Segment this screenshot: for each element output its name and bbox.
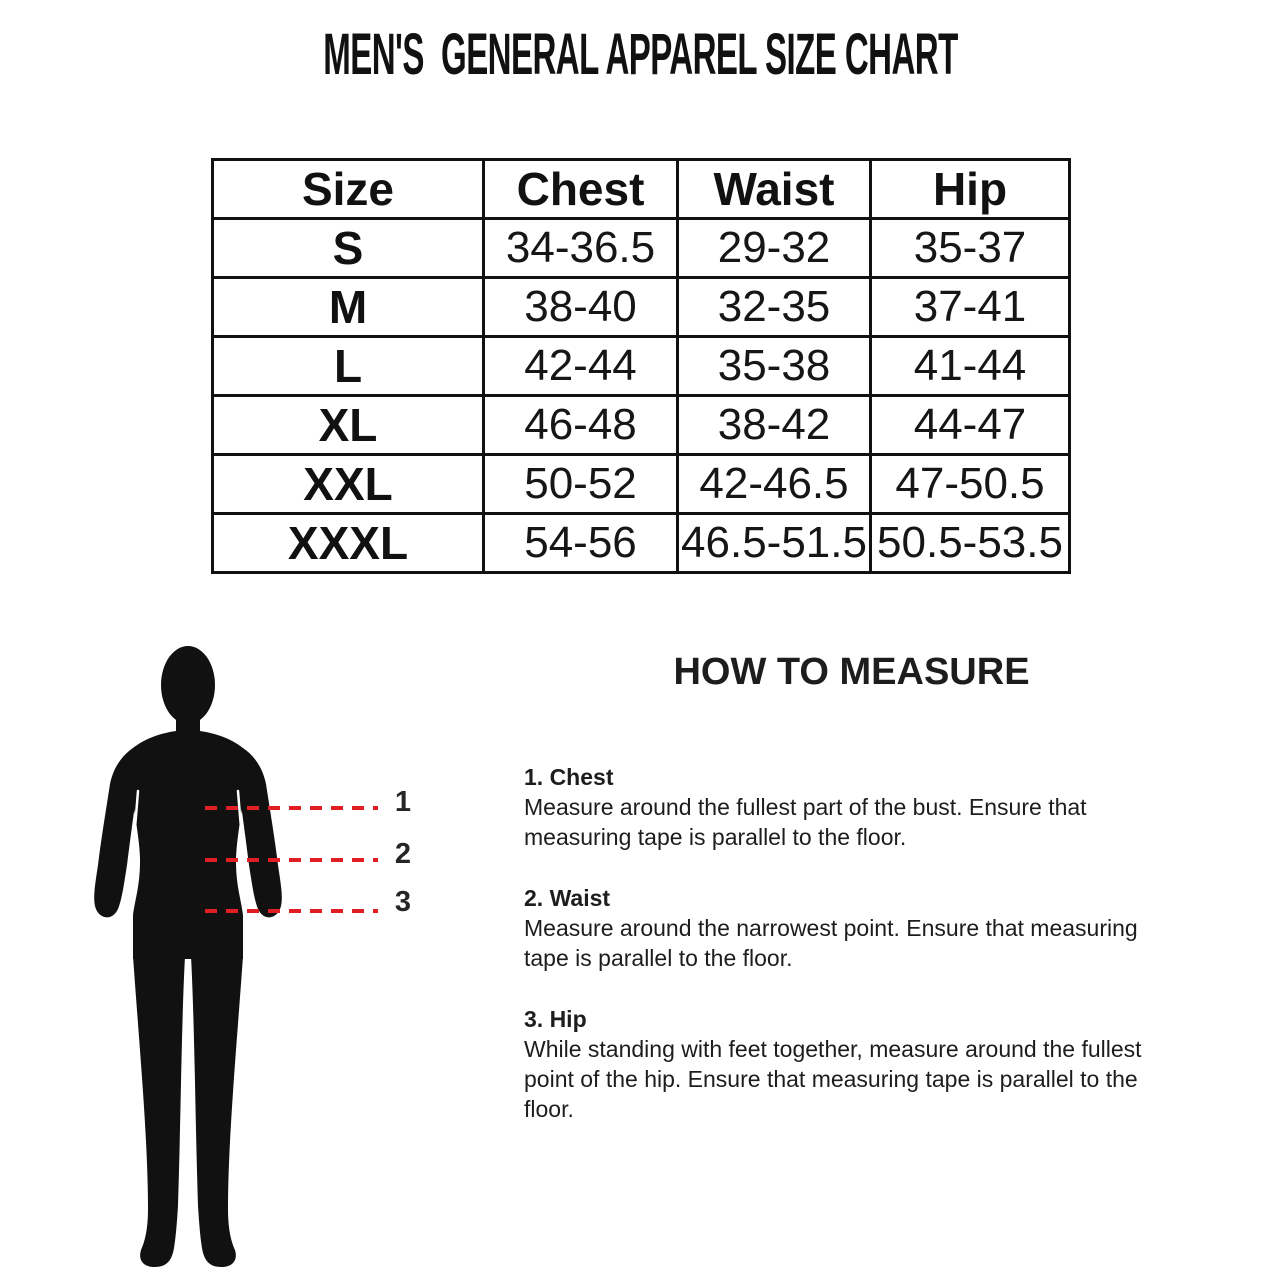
table-row: S 34-36.5 29-32 35-37 <box>211 217 1071 279</box>
hip-value: 37-41 <box>869 276 1071 338</box>
measure-section-text: Measure around the fullest part of the b… <box>524 794 1087 850</box>
male-silhouette-icon <box>94 646 282 1267</box>
body-silhouette-figure <box>85 643 291 1273</box>
marker-2: 2 <box>394 838 412 870</box>
column-header-hip: Hip <box>869 158 1071 220</box>
size-label: M <box>211 276 485 338</box>
chest-measure-line <box>205 806 378 810</box>
page-title: MEN'S GENERAL APPAREL SIZE CHART <box>322 22 958 87</box>
size-chart-table: Size Chest Waist Hip S 34-36.5 29-32 35-… <box>211 158 1071 574</box>
how-to-measure-section: HOW TO MEASURE 1. Chest Measure around t… <box>524 652 1179 1155</box>
hip-value: 41-44 <box>869 335 1071 397</box>
waist-measure-line <box>205 858 378 862</box>
size-label: XL <box>211 394 485 456</box>
marker-1: 1 <box>394 786 412 818</box>
table-header-row: Size Chest Waist Hip <box>211 158 1071 220</box>
chest-value: 42-44 <box>482 335 679 397</box>
chest-value: 38-40 <box>482 276 679 338</box>
marker-3: 3 <box>394 886 412 918</box>
waist-value: 35-38 <box>676 335 872 397</box>
hip-value: 44-47 <box>869 394 1071 456</box>
measure-section-chest: 1. Chest Measure around the fullest part… <box>524 762 1179 852</box>
measure-section-title: 2. Waist <box>524 885 611 911</box>
chest-value: 50-52 <box>482 453 679 515</box>
column-header-waist: Waist <box>676 158 872 220</box>
table-row: XL 46-48 38-42 44-47 <box>211 394 1071 456</box>
how-to-measure-heading: HOW TO MEASURE <box>673 651 1030 693</box>
waist-value: 38-42 <box>676 394 872 456</box>
hip-value: 50.5-53.5 <box>869 512 1071 574</box>
column-header-size: Size <box>211 158 485 220</box>
size-label: XXXL <box>211 512 485 574</box>
table-row: XXL 50-52 42-46.5 47-50.5 <box>211 453 1071 515</box>
measure-section-hip: 3. Hip While standing with feet together… <box>524 1004 1179 1124</box>
measure-section-text: Measure around the narrowest point. Ensu… <box>524 915 1138 971</box>
measure-section-text: While standing with feet together, measu… <box>524 1036 1142 1122</box>
column-header-chest: Chest <box>482 158 679 220</box>
measure-section-title: 3. Hip <box>524 1006 587 1032</box>
chest-value: 54-56 <box>482 512 679 574</box>
waist-value: 32-35 <box>676 276 872 338</box>
table-row: M 38-40 32-35 37-41 <box>211 276 1071 338</box>
size-label: L <box>211 335 485 397</box>
waist-value: 46.5-51.5 <box>676 512 872 574</box>
table-row: L 42-44 35-38 41-44 <box>211 335 1071 397</box>
table-row: XXXL 54-56 46.5-51.5 50.5-53.5 <box>211 512 1071 574</box>
measure-section-title: 1. Chest <box>524 764 614 790</box>
size-label: S <box>211 217 485 279</box>
chest-value: 34-36.5 <box>482 217 679 279</box>
measure-section-waist: 2. Waist Measure around the narrowest po… <box>524 883 1179 973</box>
hip-value: 47-50.5 <box>869 453 1071 515</box>
size-label: XXL <box>211 453 485 515</box>
hip-value: 35-37 <box>869 217 1071 279</box>
chest-value: 46-48 <box>482 394 679 456</box>
waist-value: 29-32 <box>676 217 872 279</box>
title-bar: MEN'S GENERAL APPAREL SIZE CHART <box>0 26 1280 84</box>
waist-value: 42-46.5 <box>676 453 872 515</box>
hip-measure-line <box>205 909 378 913</box>
